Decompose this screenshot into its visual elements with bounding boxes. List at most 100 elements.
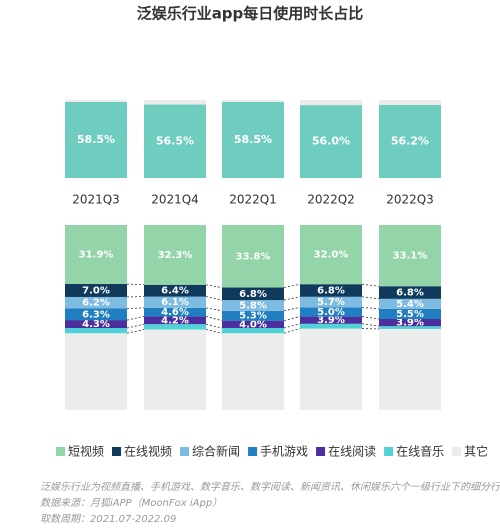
bar-segment xyxy=(65,308,127,321)
value-label: 3.9% xyxy=(396,318,424,329)
bar-segment xyxy=(144,284,206,297)
connector xyxy=(361,283,380,287)
connector xyxy=(126,307,145,309)
connector xyxy=(126,315,145,321)
bar xyxy=(65,101,127,178)
legend-swatch xyxy=(452,447,462,456)
bar-segment xyxy=(300,316,362,324)
legend-label: 其它 xyxy=(464,444,488,459)
value-label: 3.9% xyxy=(317,315,345,326)
value-label: 6.4% xyxy=(161,286,189,297)
connector xyxy=(283,316,301,322)
connector xyxy=(126,283,145,286)
legend-label: 在线视频 xyxy=(124,444,172,459)
legend-label: 在线阅读 xyxy=(328,445,376,459)
value-label: 5.0% xyxy=(317,307,345,318)
value-label: 6.8% xyxy=(239,289,267,300)
legend-swatch xyxy=(112,447,122,456)
value-label: 5.5% xyxy=(396,309,424,320)
bar-segment xyxy=(65,284,127,297)
connector xyxy=(205,316,223,322)
legend-swatch xyxy=(56,447,65,456)
legend-label: 综合新闻 xyxy=(192,444,240,459)
x-tick-label: 2022Q3 xyxy=(386,193,434,207)
x-tick-label: 2021Q4 xyxy=(151,193,199,207)
value-label: 56.0% xyxy=(312,135,350,148)
bar-segment xyxy=(144,329,206,410)
bar-segment xyxy=(300,225,362,285)
legend-label: 在线音乐 xyxy=(396,444,444,459)
connector xyxy=(361,323,380,327)
bar-segment xyxy=(379,328,441,410)
bar-segment xyxy=(65,296,127,309)
legend-swatch xyxy=(248,447,258,456)
connector xyxy=(283,306,301,312)
x-tick-label: 2021Q3 xyxy=(72,193,120,207)
connector xyxy=(205,323,223,329)
legend-swatch xyxy=(316,447,326,456)
connector xyxy=(361,306,380,310)
bar-segment xyxy=(144,316,206,325)
bar-segment xyxy=(300,284,362,297)
bar-segment xyxy=(379,298,441,309)
x-tick-label: 2022Q1 xyxy=(229,193,277,207)
connector xyxy=(361,296,380,300)
value-label: 4.2% xyxy=(161,315,189,326)
value-label: 6.8% xyxy=(317,285,345,296)
connector xyxy=(283,323,301,329)
value-label: 4.0% xyxy=(239,319,267,330)
bar-segment xyxy=(379,326,441,329)
bar-segment xyxy=(65,320,127,329)
bar xyxy=(300,105,362,178)
connector xyxy=(126,329,145,334)
connector xyxy=(205,284,223,288)
legend-label: 手机游戏 xyxy=(260,445,308,459)
value-label: 56.5% xyxy=(156,134,194,147)
connector xyxy=(205,329,223,334)
bar-segment xyxy=(222,300,284,311)
value-label: 6.3% xyxy=(82,309,110,320)
bar-segment xyxy=(65,333,127,410)
value-label: 6.2% xyxy=(82,298,110,309)
bar-segment xyxy=(65,225,127,285)
bar-segment xyxy=(222,310,284,321)
bar-segment xyxy=(222,225,284,288)
bar-segment xyxy=(379,286,441,299)
bar xyxy=(379,104,441,178)
bar-segment xyxy=(222,320,284,329)
connector xyxy=(361,316,380,320)
value-label: 5.3% xyxy=(239,311,267,322)
bar-segment xyxy=(222,287,284,301)
value-label: 31.9% xyxy=(79,250,114,261)
bar-segment xyxy=(300,323,362,329)
value-label: 5.7% xyxy=(317,297,345,308)
connector xyxy=(283,328,301,334)
value-label: 33.8% xyxy=(236,251,271,262)
bar-segment xyxy=(144,324,206,330)
footnote: 数据来源：月狐iAPP（MoonFox iApp） xyxy=(40,497,222,509)
bar xyxy=(222,101,284,178)
connector xyxy=(126,323,145,329)
value-label: 5.4% xyxy=(396,299,424,310)
connector xyxy=(205,307,223,312)
bar-segment xyxy=(144,307,206,317)
connector xyxy=(205,296,223,301)
connector xyxy=(283,296,301,301)
bar-segment xyxy=(65,328,127,334)
bar xyxy=(144,104,206,178)
x-tick-label: 2022Q2 xyxy=(307,193,355,207)
bar-segment xyxy=(144,296,206,308)
footnote: 泛娱乐行业为视频直播、手机游戏、数字音乐、数字阅读、新闻资讯、休闲娱乐六个一级行… xyxy=(40,481,500,493)
legend-swatch xyxy=(384,447,394,456)
legend-swatch xyxy=(180,447,190,456)
bar-segment xyxy=(300,307,362,317)
connector xyxy=(283,283,301,288)
value-label: 58.5% xyxy=(77,133,115,146)
value-label: 32.3% xyxy=(158,250,193,261)
bar-segment xyxy=(379,318,441,327)
value-label: 56.2% xyxy=(391,134,429,147)
value-label: 4.3% xyxy=(82,319,110,330)
legend-label: 短视频 xyxy=(68,444,104,459)
value-label: 6.1% xyxy=(161,297,189,308)
